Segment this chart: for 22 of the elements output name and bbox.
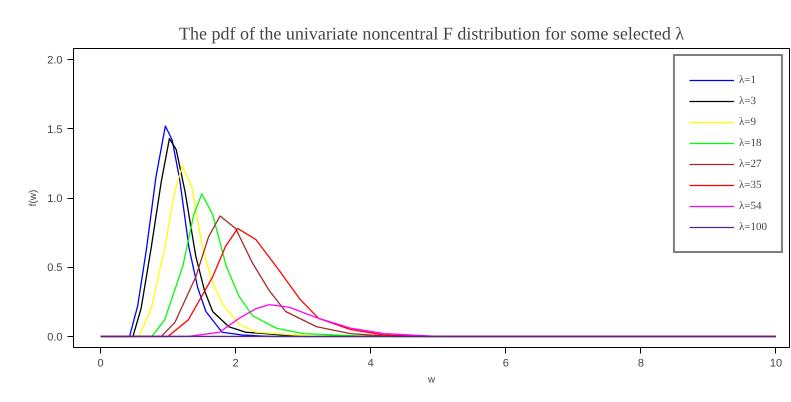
y-tick-label: 2.0 [47,54,63,67]
legend-label: λ=9 [738,116,757,128]
legend-label: λ=1 [738,74,757,86]
x-axis-title: w [426,374,436,386]
y-tick-label: 0.0 [47,331,63,344]
x-tick-label: 8 [638,358,644,370]
y-axis-title: f(w) [28,190,40,206]
chart-title: The pdf of the univariate noncentral F distribution for some selected λ [178,24,684,44]
legend-label: λ=18 [738,137,762,149]
x-tick-label: 6 [502,358,509,370]
y-tick-label: 0.5 [47,262,63,274]
x-tick-label: 10 [770,358,782,370]
y-tick-label: 1.5 [47,124,63,136]
y-tick-label: 1.0 [47,193,63,205]
legend-label: λ=54 [738,200,762,212]
legend-label: λ=100 [738,221,767,233]
x-tick-label: 0 [97,358,104,370]
legend-label: λ=3 [738,95,757,107]
x-tick-label: 2 [232,358,239,370]
x-tick-label: 4 [368,358,374,370]
legend-label: λ=35 [738,179,762,191]
legend-label: λ=27 [738,158,762,170]
